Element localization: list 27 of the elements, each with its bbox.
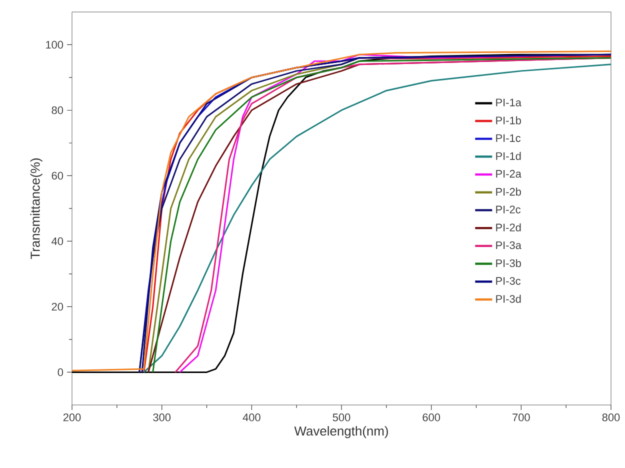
x-axis-title: Wavelength(nm) (294, 426, 388, 438)
y-tick-label: 40 (52, 237, 64, 246)
legend-label: PI-1b (496, 116, 521, 124)
legend-label: PI-3d (496, 294, 521, 303)
x-tick-label: 600 (422, 414, 440, 422)
y-tick-label: 0 (58, 368, 64, 376)
legend-label: PI-1d (496, 152, 521, 160)
x-tick-label: 700 (512, 414, 530, 422)
legend-label: PI-2d (496, 223, 521, 232)
legend-label: PI-3b (496, 259, 521, 268)
legend-label: PI-3a (496, 241, 522, 250)
x-tick-label: 400 (242, 414, 260, 422)
legend-label: PI-1c (496, 134, 521, 142)
legend-label: PI-2a (496, 170, 522, 178)
y-tick-label: 100 (46, 40, 64, 49)
legend-label: PI-2b (496, 188, 521, 196)
legend-label: PI-1a (496, 98, 522, 106)
legend-label: PI-3c (496, 277, 521, 285)
x-tick-label: 800 (602, 414, 620, 422)
x-tick-label: 200 (63, 414, 81, 422)
y-tick-label: 20 (52, 302, 64, 311)
y-tick-label: 60 (52, 172, 64, 180)
y-tick-label: 80 (52, 106, 64, 114)
y-axis-title: Transmittance(%) (30, 158, 42, 260)
x-tick-label: 500 (332, 414, 350, 422)
x-tick-label: 300 (153, 414, 171, 422)
legend-label: PI-2c (496, 206, 521, 214)
